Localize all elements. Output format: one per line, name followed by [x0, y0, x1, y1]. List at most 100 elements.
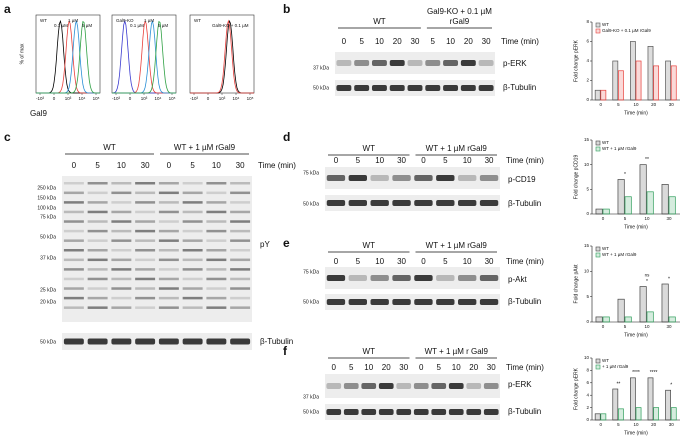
time-label: 30 [487, 363, 496, 372]
legend-label: WT [602, 246, 609, 251]
time-label: 0 [334, 156, 339, 165]
blot-band [182, 306, 203, 309]
bar [646, 311, 654, 323]
blot-band [230, 287, 251, 290]
kda-marker: 100 kDa [37, 205, 56, 211]
x-tick-label: 0 [602, 324, 605, 329]
blot-band [135, 220, 156, 223]
significance: **** [632, 370, 640, 376]
blot-band [87, 201, 108, 204]
blot-band [466, 409, 482, 415]
y-tick-label: 5 [586, 187, 589, 192]
x-tick-label: 5 [617, 102, 620, 107]
bar [618, 70, 624, 101]
time-label: 30 [485, 156, 494, 165]
kda-marker: 50 kDa [303, 299, 319, 305]
kda-marker: 50 kDa [40, 234, 56, 240]
blot-band [436, 275, 455, 281]
blot-band [87, 229, 108, 233]
time-label: 5 [95, 161, 100, 170]
significance: * [668, 276, 670, 282]
blot-band [336, 85, 352, 91]
x-tick-label: 10⁵ [247, 96, 254, 101]
blot-background [62, 176, 252, 322]
blot-band [348, 299, 367, 305]
legend-label: + 1 µM rGal9 [602, 364, 629, 369]
legend-swatch [595, 358, 601, 364]
blot-label: p-ERK [503, 59, 527, 68]
blot-band [63, 239, 84, 242]
blot-band [63, 338, 84, 345]
time-label: 30 [485, 257, 494, 266]
bar [653, 407, 660, 421]
blot-band [87, 239, 108, 242]
kda-marker: 20 kDa [40, 299, 56, 305]
blot-band [230, 258, 251, 262]
x-tick-label: 10⁵ [169, 96, 176, 101]
kda-marker: 25 kDa [40, 287, 56, 293]
blot-band [425, 85, 441, 91]
time-label: 0 [72, 161, 77, 170]
blot-band [343, 409, 359, 415]
kda-marker: 50 kDa [303, 409, 319, 415]
blot-band [326, 299, 346, 305]
blot-band [135, 229, 156, 233]
x-tick-label: 10 [644, 324, 650, 329]
blot-band [111, 277, 132, 281]
time-label: 5 [443, 156, 448, 165]
blot-band [135, 182, 156, 185]
blot-band [425, 60, 441, 66]
blot-band [182, 338, 203, 345]
histogram-curve [36, 20, 100, 94]
blot-band [111, 201, 132, 204]
blot-band [361, 383, 377, 389]
kda-marker: 50 kDa [313, 85, 329, 91]
x-tick-label: 0 [207, 96, 210, 101]
blot-band [158, 338, 179, 345]
bar [602, 316, 610, 323]
legend-swatch [595, 246, 601, 252]
histogram-curve [36, 19, 100, 94]
time-label: 20 [464, 37, 473, 46]
bar [661, 184, 669, 215]
significance: ns [645, 273, 651, 278]
x-tick-label: 10⁴ [233, 96, 240, 101]
time-label: 5 [359, 37, 364, 46]
x-tick-label: 20 [651, 422, 657, 427]
bar [670, 65, 677, 101]
blot-band [182, 201, 203, 204]
blot-band [158, 306, 179, 309]
x-tick-label: 5 [624, 324, 627, 329]
time-label: 20 [469, 363, 478, 372]
blot-band [158, 277, 179, 281]
blot-band [87, 191, 108, 195]
bar [639, 164, 647, 215]
blot-band [326, 200, 346, 206]
kda-marker: 50 kDa [40, 339, 56, 345]
blot-band [326, 275, 346, 281]
y-tick-label: 0 [586, 211, 589, 216]
blot-band [458, 275, 477, 281]
x-tick-label: 5 [617, 422, 620, 427]
x-axis-label: Gal9 [30, 109, 47, 118]
blot-band [389, 85, 405, 91]
kda-marker: 37 kDa [303, 394, 319, 400]
x-tick-label: 5 [624, 216, 627, 221]
time-label: 30 [397, 156, 406, 165]
blot-band [206, 191, 227, 195]
blot-band [396, 383, 412, 389]
blot-band [343, 383, 359, 389]
blot-band [135, 249, 156, 252]
y-axis-label: Fold change pCD19 [573, 155, 579, 200]
blot-band [230, 338, 251, 345]
blot-band [479, 200, 499, 206]
legend-label: WT + 1 µM rGal9 [602, 252, 637, 257]
group-label: WT + 1 µM rGal9 [426, 144, 488, 153]
x-tick-label: 10 [633, 102, 639, 107]
blot-band [443, 85, 459, 91]
blot-band [206, 306, 227, 309]
blot-band [230, 296, 251, 300]
time-label: 10 [463, 156, 472, 165]
y-tick-label: 0 [586, 417, 589, 422]
time-label: 30 [397, 257, 406, 266]
